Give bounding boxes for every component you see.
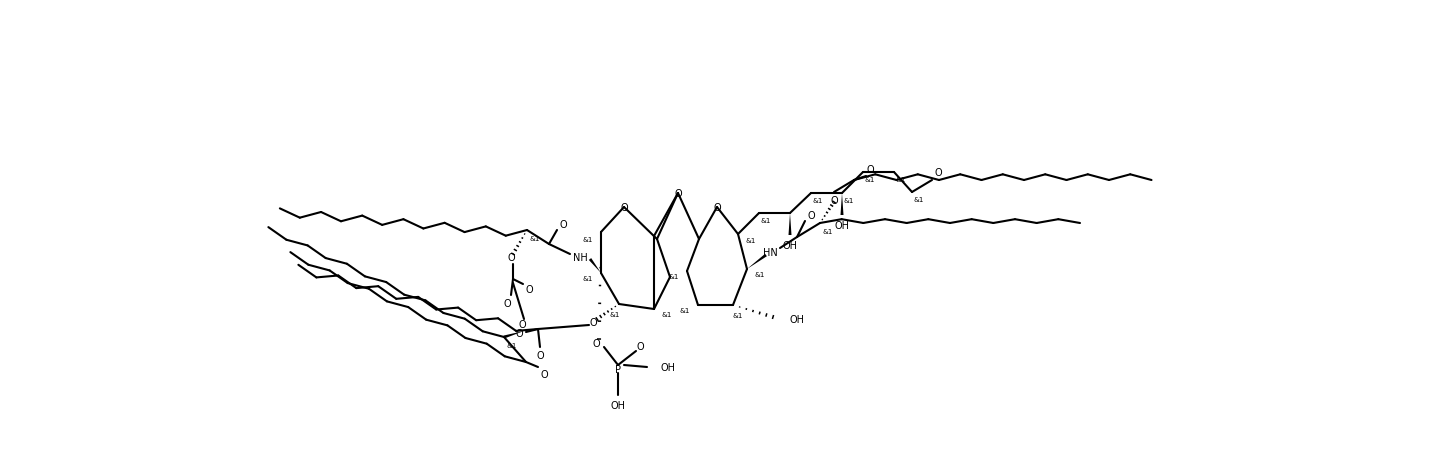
Text: &1: &1 bbox=[610, 311, 620, 317]
Text: &1: &1 bbox=[761, 217, 771, 223]
Text: O: O bbox=[518, 319, 525, 329]
Text: &1: &1 bbox=[824, 228, 834, 234]
Text: NH: NH bbox=[573, 253, 588, 263]
Text: &1: &1 bbox=[583, 275, 594, 281]
Text: &1: &1 bbox=[733, 312, 744, 318]
Text: &1: &1 bbox=[669, 273, 679, 279]
Text: &1: &1 bbox=[864, 177, 876, 182]
Text: &1: &1 bbox=[662, 311, 672, 317]
Text: O: O bbox=[515, 328, 522, 338]
Text: O: O bbox=[934, 167, 941, 177]
Text: OH: OH bbox=[790, 314, 805, 324]
Text: O: O bbox=[540, 369, 549, 379]
Text: OH: OH bbox=[783, 241, 797, 250]
Polygon shape bbox=[789, 213, 792, 236]
Text: P: P bbox=[615, 364, 621, 374]
Text: &1: &1 bbox=[506, 342, 517, 348]
Text: O: O bbox=[636, 341, 643, 351]
Text: &1: &1 bbox=[844, 197, 854, 203]
Text: &1: &1 bbox=[746, 238, 757, 243]
Text: O: O bbox=[620, 202, 627, 212]
Text: &1: &1 bbox=[755, 271, 765, 278]
Text: O: O bbox=[866, 165, 874, 175]
Text: &1: &1 bbox=[583, 237, 594, 243]
Text: HN: HN bbox=[762, 248, 777, 258]
Text: O: O bbox=[674, 188, 682, 198]
Polygon shape bbox=[503, 331, 524, 339]
Text: OH: OH bbox=[611, 400, 626, 410]
Text: O: O bbox=[589, 317, 597, 327]
Text: O: O bbox=[713, 202, 720, 212]
Text: O: O bbox=[559, 219, 567, 229]
Polygon shape bbox=[746, 254, 767, 269]
Text: O: O bbox=[831, 196, 838, 206]
Text: &1: &1 bbox=[679, 307, 690, 313]
Text: &1: &1 bbox=[896, 177, 906, 182]
Text: O: O bbox=[503, 298, 511, 308]
Text: &1: &1 bbox=[813, 197, 824, 203]
Text: &1: &1 bbox=[914, 197, 924, 202]
Text: &1: &1 bbox=[530, 236, 540, 242]
Text: O: O bbox=[592, 338, 599, 348]
Polygon shape bbox=[841, 193, 844, 216]
Text: OH: OH bbox=[835, 221, 850, 231]
Text: O: O bbox=[537, 350, 544, 360]
Text: O: O bbox=[808, 211, 815, 221]
Text: O: O bbox=[508, 253, 515, 263]
Text: OH: OH bbox=[661, 362, 675, 372]
Polygon shape bbox=[589, 258, 601, 273]
Text: O: O bbox=[525, 284, 533, 294]
